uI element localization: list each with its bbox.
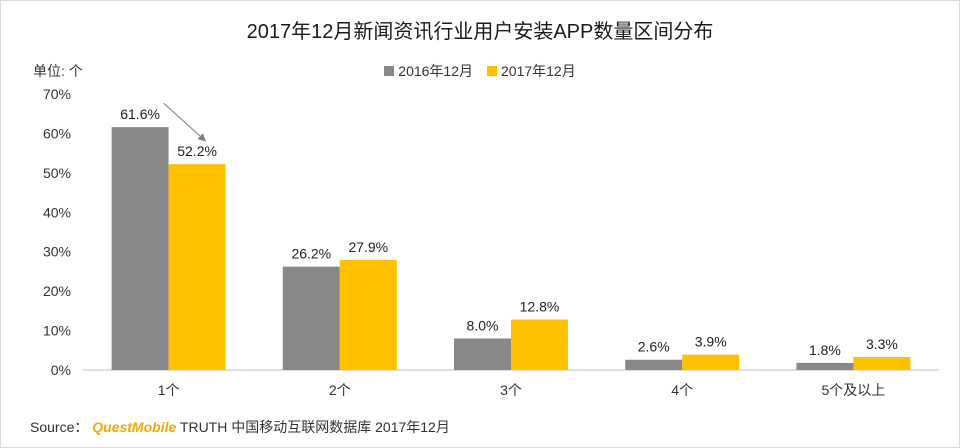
legend-item-2017: 2017年12月 — [487, 61, 576, 81]
legend-label-2016: 2016年12月 — [398, 63, 473, 79]
bar-value-label: 52.2% — [177, 143, 217, 159]
y-tick-label: 0% — [51, 362, 71, 378]
legend-item-2016: 2016年12月 — [384, 61, 473, 81]
bar — [111, 127, 169, 371]
legend-swatch-2016 — [384, 66, 395, 76]
bar-value-label: 61.6% — [120, 106, 160, 122]
x-tick-label: 2个 — [329, 382, 351, 398]
y-tick-label: 10% — [43, 323, 71, 339]
x-tick-label: 3个 — [500, 382, 522, 398]
bar — [454, 338, 511, 370]
y-tick-label: 40% — [43, 204, 71, 220]
bar-value-label: 1.8% — [809, 342, 841, 358]
brand-logo-text: QuestMobile — [92, 419, 177, 435]
bar — [853, 356, 911, 370]
annotation-arrow — [163, 102, 207, 142]
legend: 2016年12月 2017年12月 — [1, 61, 959, 81]
bar — [682, 354, 740, 370]
bar — [796, 362, 854, 370]
bar — [511, 319, 568, 370]
bar-value-label: 3.3% — [866, 336, 898, 352]
legend-label-2017: 2017年12月 — [501, 63, 576, 79]
bar-value-label: 2.6% — [638, 339, 670, 355]
bar — [282, 266, 340, 370]
bar-value-label: 8.0% — [467, 317, 499, 333]
bar-value-label: 26.2% — [291, 246, 331, 262]
x-tick-label: 5个及以上 — [822, 382, 886, 398]
bar-value-label: 27.9% — [348, 239, 388, 255]
source-label: Source： — [30, 419, 89, 435]
source-text: TRUTH 中国移动互联网数据库 2017年12月 — [176, 419, 450, 435]
chart-title: 2017年12月新闻资讯行业用户安装APP数量区间分布 — [246, 21, 714, 43]
y-tick-label: 20% — [43, 283, 71, 299]
legend-swatch-2017 — [487, 66, 497, 76]
bar-value-label: 12.8% — [520, 299, 560, 315]
bar — [168, 164, 226, 370]
bar — [625, 359, 683, 370]
y-tick-label: 30% — [43, 244, 71, 260]
y-tick-label: 70% — [43, 86, 71, 102]
bar — [339, 259, 397, 370]
x-tick-label: 4个 — [671, 382, 693, 398]
source-note: Source： QuestMobile TRUTH 中国移动互联网数据库 201… — [30, 417, 450, 437]
unit-label: 单位: 个 — [33, 63, 83, 79]
y-tick-label: 60% — [43, 125, 71, 141]
bar-value-label: 3.9% — [695, 334, 727, 350]
y-tick-label: 50% — [43, 165, 71, 181]
x-tick-label: 1个 — [158, 382, 180, 398]
